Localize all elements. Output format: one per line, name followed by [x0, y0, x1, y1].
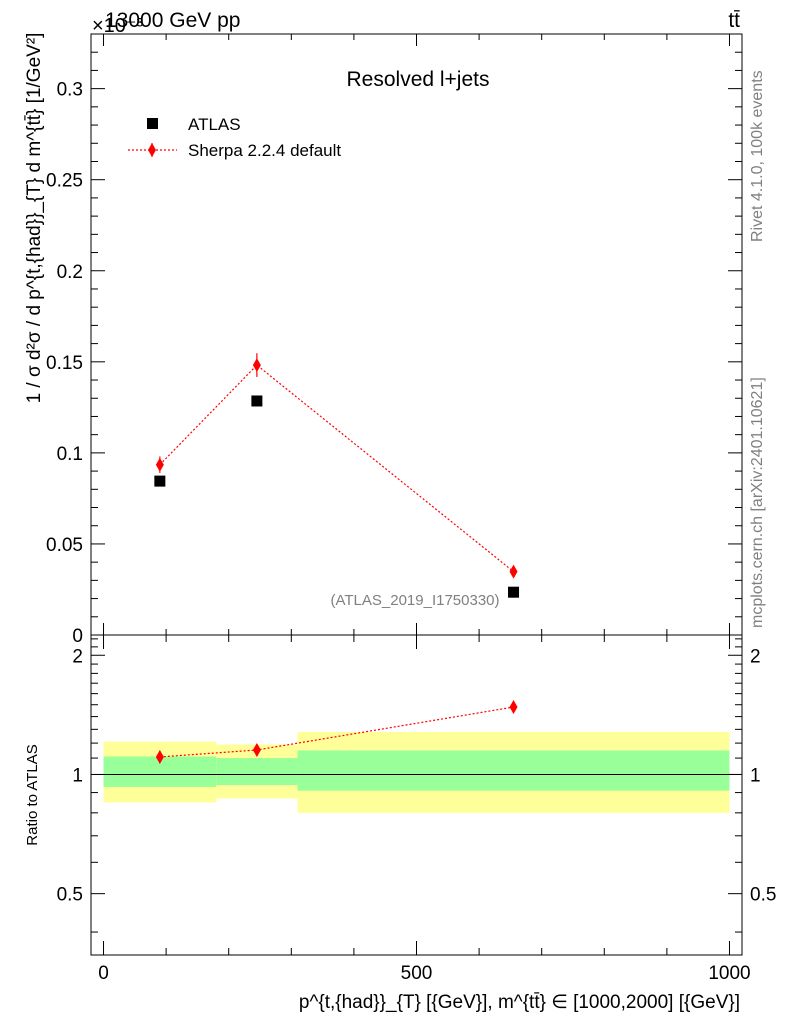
legend-atlas-marker [147, 118, 158, 129]
ratio-stat-band [216, 758, 298, 786]
x-axis-label: p^{t,{had}}_{T} [{GeV}], m^{tt̄} ∈ [1000… [299, 992, 740, 1013]
ratio-y-tick-label: 1 [72, 765, 83, 786]
mcplots-label: mcplots.cern.ch [arXiv:2401.10621] [749, 377, 766, 628]
ratio-y-axis-label: Ratio to ATLAS [24, 744, 41, 845]
legend-sherpa-marker [148, 143, 156, 157]
atlas-point [508, 586, 520, 598]
y-tick-label: 0.15 [46, 353, 83, 374]
legend-sherpa-label: Sherpa 2.2.4 default [188, 141, 341, 160]
x-tick-label: 0 [98, 963, 109, 984]
ratio-y-tick-label: 0.5 [57, 885, 83, 906]
y-tick-label: 0.25 [46, 171, 83, 192]
analysis-watermark: (ATLAS_2019_I1750330) [330, 592, 499, 609]
sherpa-point [155, 457, 164, 472]
ratio-y-tick-label: 2 [72, 646, 83, 667]
ratio-sherpa-point [252, 742, 261, 757]
y-tick-label: 0.1 [57, 444, 83, 465]
atlas-point [251, 395, 263, 407]
process-label: tt̄ [728, 9, 740, 32]
x-tick-label: 500 [401, 963, 433, 984]
ratio-panel: 0.5 0.5 1 1 2 2 0 500 1000 [57, 634, 776, 984]
legend: ATLAS Sherpa 2.2.4 default [128, 115, 341, 160]
x-tick-label: 1000 [708, 963, 750, 984]
plot-title: Resolved l+jets [347, 68, 490, 91]
sherpa-line [159, 364, 514, 573]
y-tick-label: 0.05 [46, 535, 83, 556]
atlas-point [154, 475, 166, 487]
sherpa-point [509, 564, 518, 579]
ratio-y-tick-label-right: 2 [750, 646, 761, 667]
rivet-label: Rivet 4.1.0, 100k events [749, 70, 766, 242]
ratio-y-tick-label-right: 1 [750, 765, 761, 786]
y-axis-label: 1 / σ d²σ / d p^{t,{had}}_{T} d m^{tt̄} … [24, 33, 45, 404]
ratio-sherpa-point [155, 749, 164, 764]
y-tick-label: 0.3 [57, 80, 83, 101]
ratio-y-tick-label-right: 0.5 [750, 885, 776, 906]
legend-atlas-label: ATLAS [188, 115, 241, 134]
y-tick-label: 0 [72, 626, 83, 647]
y-tick-label: 0.2 [57, 262, 83, 283]
ratio-sherpa-point [509, 700, 518, 715]
sherpa-point [252, 358, 261, 373]
exponent-label: ×10⁻³ [92, 15, 143, 37]
ratio-stat-band [297, 750, 730, 791]
energy-label: 13000 GeV pp [105, 9, 240, 32]
